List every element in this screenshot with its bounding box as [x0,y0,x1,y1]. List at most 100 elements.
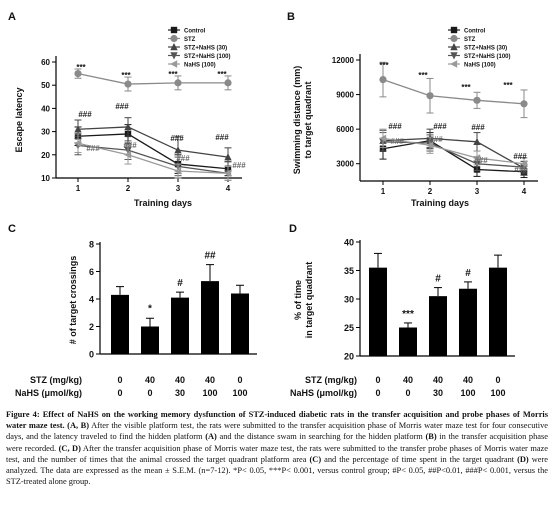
significance-mark: ### [176,154,190,163]
y-tick-label: 30 [344,295,354,305]
data-point [174,167,182,175]
bar [369,267,387,356]
caption-ref: (D) [517,454,529,464]
data-point [124,122,132,131]
nahs-dose-label: 0 [147,388,152,398]
data-point [224,153,232,161]
y-tick-label: 20 [344,352,354,362]
row-label-stz: STZ (mg/kg) [305,375,357,385]
stz-dose-label: 40 [175,375,185,385]
significance-mark: *** [76,63,86,72]
legend-marker [170,60,178,68]
legend-label: NaHS (100) [184,63,216,69]
caption-text: After the transfer acquisition phase of … [6,443,548,464]
y-axis-label: Swimming distance (mm) [292,66,302,175]
stz-dose-label: 40 [403,375,413,385]
y-axis-label: # of target crossings [68,256,78,345]
data-point [124,80,132,88]
figure-caption: Figure 4: Effect of NaHS on the working … [6,409,548,487]
significance-mark: ### [170,134,184,143]
bar [171,297,189,354]
significance-mark: ## [204,251,216,262]
y-tick-label: 6 [89,267,94,277]
significance-mark: * [148,303,152,314]
legend-marker [450,43,458,51]
y-tick-label: 9000 [336,91,354,100]
significance-mark: ### [513,152,527,161]
legend-label: Control [184,29,206,35]
data-point [224,169,232,178]
data-point [473,137,481,146]
significance-mark: *** [217,70,227,79]
x-tick-label: 3 [475,187,480,196]
y-tick-label: 50 [41,81,50,90]
data-point [520,160,528,168]
data-point [224,79,232,87]
significance-mark: ### [471,123,485,132]
legend-label: Control [464,29,486,35]
y-tick-label: 12000 [332,56,355,65]
data-point [473,96,481,104]
panel-label: D [289,223,297,235]
y-tick-label: 40 [344,238,354,248]
legend-label: STZ+NaHS (100) [464,54,511,60]
caption-bold: Figure 4: Effect of NaHS on the working … [6,410,548,431]
y-tick-label: 8 [89,240,94,250]
legend-marker [170,52,178,60]
panel-label: B [287,11,295,23]
significance-mark: ### [123,141,137,150]
y-axis-label: to target quadrant [303,81,313,158]
stz-dose-label: 0 [117,375,122,385]
bar [399,327,417,356]
x-tick-label: 2 [428,187,433,196]
bar [111,294,129,354]
y-tick-label: 25 [344,323,354,333]
significance-mark: *** [418,71,428,80]
legend-marker [170,26,178,34]
stz-dose-label: 0 [495,375,500,385]
x-tick-label: 1 [76,184,81,193]
series-line [382,137,525,169]
stz-dose-label: 40 [145,375,155,385]
legend-label: STZ+NaHS (30) [464,46,507,52]
x-axis-label: Training days [134,198,192,208]
x-tick-label: 4 [226,184,231,193]
significance-mark: ### [215,133,229,142]
significance-mark: # [177,278,183,289]
y-tick-label: 3000 [336,160,354,169]
significance-mark: ### [433,122,447,131]
significance-mark: *** [168,70,178,79]
bar [429,296,447,356]
data-point [174,79,182,87]
caption-text: and the percentage of time spent in the … [321,454,518,464]
series-line [77,126,229,158]
y-tick-label: 60 [41,58,50,67]
nahs-dose-label: 0 [117,388,122,398]
nahs-dose-label: 30 [433,388,443,398]
y-tick-label: 35 [344,266,354,276]
legend-label: STZ+NaHS (100) [184,54,231,60]
y-tick-label: 4 [89,295,94,305]
y-axis-label: % of time [293,280,303,320]
x-tick-label: 2 [126,184,131,193]
significance-mark: *** [402,309,414,320]
bar [459,288,477,356]
significance-mark: *** [503,81,513,90]
data-point [74,139,82,147]
y-tick-label: 0 [89,350,94,360]
caption-ref: (B) [425,432,437,442]
legend-label: NaHS (100) [464,63,496,69]
legend-label: STZ+NaHS (30) [184,46,227,52]
y-axis-label: in target quadrant [304,262,314,339]
legend-label: STZ [184,37,196,43]
y-tick-label: 40 [41,104,50,113]
stz-dose-label: 40 [433,375,443,385]
significance-mark: # [465,268,471,279]
significance-mark: ### [390,137,404,146]
panel-label: A [8,11,16,23]
stz-dose-label: 0 [375,375,380,385]
x-tick-label: 3 [176,184,181,193]
series-line [382,139,525,173]
legend-marker [170,43,178,51]
